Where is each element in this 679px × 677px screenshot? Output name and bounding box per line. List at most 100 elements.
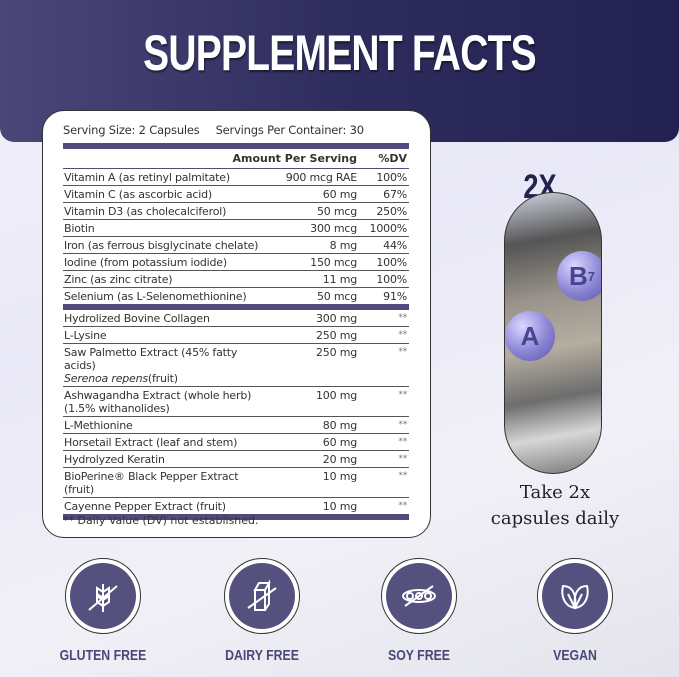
table-row: L-Methionine 80 mg ** — [63, 417, 409, 434]
ingredient-amount: 60 mg — [322, 436, 357, 449]
vitamin-a-ball: A — [505, 311, 555, 361]
ingredient-name: Vitamin D3 (as cholecalciferol) — [64, 205, 227, 218]
ingredient-name: BioPerine® Black Pepper Extract (fruit) — [64, 470, 239, 496]
badge-label: GLUTEN FREE — [59, 647, 147, 664]
milk-carton-crossed-icon — [229, 563, 295, 629]
ingredient-name: Hydrolyzed Keratin — [64, 453, 165, 466]
ingredient-latin-name: Serenoa repens — [64, 372, 148, 385]
ingredient-detail: (1.5% withanolides) — [64, 402, 170, 415]
table-row: Hydrolized Bovine Collagen 300 mg ** — [63, 310, 409, 327]
table-row: Horsetail Extract (leaf and stem) 60 mg ** — [63, 434, 409, 451]
ball-b-letter: B — [568, 260, 588, 291]
table-row: L-Lysine 250 mg ** — [63, 327, 409, 344]
badge-dairy-free: DAIRY FREE — [207, 558, 317, 664]
ingredient-amount: 300 mg — [316, 312, 357, 325]
badge-label: DAIRY FREE — [225, 647, 299, 664]
other-ingredients-section: Hydrolized Bovine Collagen 300 mg ** L-Lysi… — [63, 310, 409, 514]
ingredient-amount: 50 mcg — [316, 205, 357, 218]
ingredient-dv: 67% — [383, 188, 407, 201]
ingredient-dv: ** — [398, 347, 407, 357]
badge-vegan: VEGAN — [520, 558, 630, 664]
ingredient-amount: 250 mg — [316, 346, 357, 359]
ingredient-dv: 100% — [376, 273, 407, 286]
dv-header: %DV — [378, 152, 407, 165]
ingredient-amount: 20 mg — [322, 453, 357, 466]
ingredient-amount: 11 mg — [322, 273, 357, 286]
ingredient-name: Biotin — [64, 222, 95, 235]
footnote: ** Daily Value (DV) not established. — [63, 514, 259, 527]
ingredient-dv: ** — [398, 313, 407, 323]
dosage-instruction: Take 2x capsules daily — [460, 480, 650, 532]
ingredient-amount: 10 mg — [322, 500, 357, 513]
ingredient-dv: 91% — [383, 290, 407, 303]
badge-label: VEGAN — [553, 647, 597, 664]
badge-soy-free: SOY FREE — [364, 558, 474, 664]
ingredient-amount: 100 mg — [316, 389, 357, 402]
supplement-facts-panel: Serving Size: 2 Capsules Servings Per Con… — [42, 110, 431, 538]
ingredient-name: Zinc (as zinc citrate) — [64, 273, 173, 286]
table-row: Iodine (from potassium iodide) 150 mcg 100… — [63, 254, 409, 271]
table-row: Vitamin D3 (as cholecalciferol) 50 mcg 250… — [63, 203, 409, 220]
vitamins-section: Vitamin A (as retinyl palmitate) 900 mcg … — [63, 169, 409, 304]
ingredient-amount: 10 mg — [322, 470, 357, 483]
ingredient-name: Ashwagandha Extract (whole herb) — [64, 389, 252, 402]
table-row: Ashwagandha Extract (whole herb) (1.5% wi… — [63, 387, 409, 417]
ingredient-dv: ** — [398, 390, 407, 400]
table-row: Zinc (as zinc citrate) 11 mg 100% — [63, 271, 409, 288]
ingredient-dv: 250% — [376, 205, 407, 218]
divider-bar — [63, 514, 409, 520]
instruction-line-2: capsules daily — [490, 508, 620, 529]
ingredient-dv: ** — [398, 420, 407, 430]
facts-table: Amount Per Serving %DV Vitamin A (as ret… — [63, 143, 409, 520]
ingredient-name: Vitamin A (as retinyl palmitate) — [64, 171, 230, 184]
ball-b-subscript: 7 — [587, 268, 595, 284]
table-row: Vitamin A (as retinyl palmitate) 900 mcg … — [63, 169, 409, 186]
ingredient-dv: 100% — [376, 256, 407, 269]
ingredient-name: Iodine (from potassium iodide) — [64, 256, 227, 269]
ingredient-amount: 900 mcg RAE — [285, 171, 357, 184]
table-row: Cayenne Pepper Extract (fruit) 10 mg ** — [63, 498, 409, 514]
ingredient-name: Cayenne Pepper Extract (fruit) — [64, 500, 226, 513]
table-row: Saw Palmetto Extract (45% fatty acids) Se… — [63, 344, 409, 387]
serving-size: Serving Size: 2 Capsules — [63, 123, 200, 137]
ingredient-amount: 300 mcg — [310, 222, 357, 235]
ingredient-amount: 80 mg — [322, 419, 357, 432]
page-title: SUPPLEMENT FACTS — [143, 25, 536, 81]
ingredient-amount: 8 mg — [329, 239, 358, 252]
ingredient-dv: ** — [398, 501, 407, 511]
ingredient-amount: 50 mcg — [316, 290, 357, 303]
table-row: Vitamin C (as ascorbic acid) 60 mg 67% — [63, 186, 409, 203]
ingredient-name: Horsetail Extract (leaf and stem) — [64, 436, 238, 449]
divider-bar — [63, 304, 409, 310]
table-row: Selenium (as L-Selenomethionine) 50 mcg 91… — [63, 288, 409, 304]
ingredient-amount: 150 mcg — [310, 256, 357, 269]
table-row: BioPerine® Black Pepper Extract (fruit) 1… — [63, 468, 409, 498]
ingredient-dv: ** — [398, 471, 407, 481]
ingredient-name: Hydrolized Bovine Collagen — [64, 312, 210, 325]
ingredient-dv: ** — [398, 330, 407, 340]
table-header: Amount Per Serving %DV — [63, 149, 409, 169]
serving-info: Serving Size: 2 Capsules Servings Per Con… — [63, 123, 364, 137]
ingredient-dv: 44% — [383, 239, 407, 252]
ingredient-name: L-Methionine — [64, 419, 133, 432]
table-row: Iron (as ferrous bisglycinate chelate) 8 … — [63, 237, 409, 254]
soybean-crossed-icon — [386, 563, 452, 629]
divider-bar — [63, 143, 409, 149]
ingredient-name: Vitamin C (as ascorbic acid) — [64, 188, 212, 201]
amount-header: Amount Per Serving — [232, 152, 357, 165]
ingredient-amount: 60 mg — [322, 188, 357, 201]
ingredient-part: (fruit) — [147, 372, 178, 385]
ingredient-name: Iron (as ferrous bisglycinate chelate) — [64, 239, 259, 252]
instruction-line-1: Take 2x — [519, 482, 591, 503]
badge-gluten-free: GLUTEN FREE — [48, 558, 158, 664]
servings-per-container: Servings Per Container: 30 — [215, 123, 364, 137]
ingredient-dv: 100% — [376, 171, 407, 184]
table-row: Hydrolyzed Keratin 20 mg ** — [63, 451, 409, 468]
ingredient-dv: ** — [398, 437, 407, 447]
ingredient-name: Saw Palmetto Extract (45% fatty acids) — [64, 346, 238, 372]
ingredient-name: L-Lysine — [64, 329, 107, 342]
wheat-crossed-icon — [70, 563, 136, 629]
ingredient-name: Selenium (as L-Selenomethionine) — [64, 290, 247, 303]
badge-label: SOY FREE — [388, 647, 450, 664]
